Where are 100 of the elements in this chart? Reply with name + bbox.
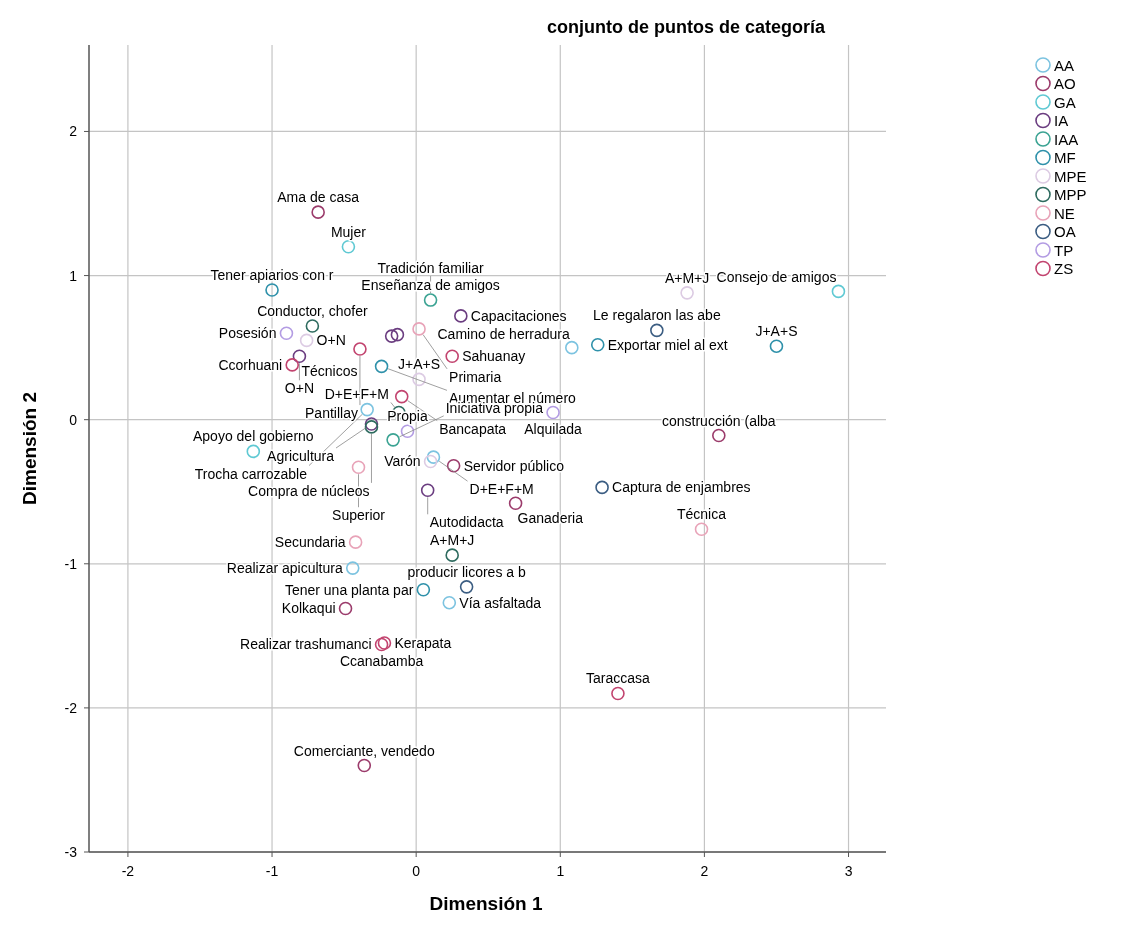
point bbox=[299, 333, 314, 348]
legend-label: AO bbox=[1054, 75, 1076, 92]
point bbox=[351, 460, 366, 475]
point bbox=[412, 322, 426, 336]
annotation: Primaria bbox=[449, 368, 502, 385]
point bbox=[246, 444, 261, 459]
annotation: Servidor público bbox=[463, 457, 565, 474]
annotation: Ganaderia bbox=[517, 510, 584, 527]
point bbox=[445, 349, 459, 364]
legend-label: IAA bbox=[1054, 130, 1079, 148]
annotation: Técnica bbox=[677, 506, 727, 523]
y-tick-label: -3 bbox=[64, 844, 78, 860]
point bbox=[423, 293, 438, 307]
annotation: Tener una planta par bbox=[284, 581, 414, 598]
annotation: Conductor, chofer bbox=[257, 303, 368, 320]
point bbox=[292, 349, 307, 364]
y-tick-label: 1 bbox=[69, 267, 78, 284]
annotation: Pantillay bbox=[305, 405, 358, 422]
point bbox=[712, 428, 726, 443]
legend-label: TP bbox=[1054, 241, 1074, 259]
point bbox=[412, 372, 426, 387]
annotation: Propia bbox=[387, 408, 428, 425]
annotation: Secundaria bbox=[274, 534, 346, 551]
annotation: Trocha carrozable bbox=[194, 465, 308, 482]
point bbox=[694, 522, 709, 536]
point bbox=[680, 286, 694, 300]
annotation: Exportar miel al ext bbox=[607, 336, 728, 353]
x-tick-label: 2 bbox=[700, 863, 709, 879]
point bbox=[390, 327, 405, 342]
annotation: Kerapata bbox=[394, 635, 452, 652]
annotation: O+N bbox=[284, 380, 315, 397]
point bbox=[426, 450, 441, 464]
y-tick-label: -1 bbox=[64, 555, 78, 572]
point bbox=[595, 480, 609, 495]
y-tick-label: 0 bbox=[69, 411, 78, 428]
point bbox=[400, 424, 415, 439]
annotation: Posesión bbox=[218, 325, 277, 342]
point bbox=[305, 319, 320, 333]
annotation: Realizar apicultura bbox=[226, 560, 343, 577]
point bbox=[831, 284, 846, 299]
annotation: Alquilada bbox=[524, 421, 583, 438]
point bbox=[338, 601, 353, 616]
legend-label: IA bbox=[1054, 112, 1069, 129]
y-tick-label: 2 bbox=[69, 123, 78, 140]
annotation: Consejo de amigos bbox=[716, 269, 837, 286]
point bbox=[769, 339, 784, 353]
annotation: D+E+F+M bbox=[324, 386, 389, 403]
annotation: Captura de enjambres bbox=[612, 479, 751, 496]
point bbox=[265, 283, 279, 297]
x-tick-label: 3 bbox=[844, 863, 853, 879]
annotation: A+M+J bbox=[664, 269, 710, 286]
annotation: Kolkaqui bbox=[281, 600, 336, 617]
annotation: Compra de núcleos bbox=[248, 482, 370, 499]
annotation: J+A+S bbox=[755, 323, 798, 340]
x-tick-label: -2 bbox=[121, 863, 135, 879]
annotation: J+A+S bbox=[398, 356, 441, 373]
annotation: Superior bbox=[332, 507, 386, 524]
point bbox=[423, 454, 438, 469]
annotation: Camino de herradura bbox=[437, 325, 571, 342]
legend-label: GA bbox=[1054, 93, 1076, 111]
legend-label: AA bbox=[1054, 56, 1075, 74]
annotation: Tener apiarios con r bbox=[210, 266, 334, 283]
legend-label: MPE bbox=[1054, 167, 1087, 185]
point bbox=[360, 402, 374, 417]
annotation: Ama de casa bbox=[277, 189, 360, 206]
annotation: producir licores a b bbox=[407, 563, 526, 580]
point bbox=[611, 686, 625, 701]
annotation: Vía asfaltada bbox=[459, 594, 542, 611]
point bbox=[454, 309, 468, 323]
point bbox=[565, 340, 579, 355]
legend-label: NE bbox=[1054, 204, 1075, 222]
y-axis-title: Dimensión 2 bbox=[19, 392, 40, 505]
point bbox=[311, 205, 325, 219]
annotation: Ccorhuani bbox=[218, 356, 283, 373]
legend-label: OA bbox=[1054, 223, 1076, 240]
point bbox=[386, 433, 400, 447]
annotation: Autodidacta bbox=[429, 514, 504, 531]
annotation: Capacitaciones bbox=[470, 307, 567, 324]
point bbox=[348, 535, 363, 549]
point bbox=[446, 458, 461, 473]
annotation: Agricultura bbox=[267, 448, 335, 464]
point bbox=[445, 548, 459, 562]
annotation: construcción (alba bbox=[662, 412, 776, 429]
x-tick-label: 0 bbox=[412, 863, 421, 879]
annotation: Ccanabamba bbox=[339, 653, 424, 670]
legend-label: MF bbox=[1054, 149, 1076, 166]
annotation: Le regalaron las abe bbox=[593, 307, 721, 324]
point bbox=[345, 561, 360, 575]
point bbox=[384, 329, 399, 343]
annotation: Sahuanay bbox=[462, 348, 526, 365]
legend-label: ZS bbox=[1054, 260, 1074, 277]
annotation: O+N bbox=[316, 332, 346, 349]
x-tick-label: 1 bbox=[556, 863, 565, 879]
x-axis-title: Dimensión 1 bbox=[429, 893, 543, 914]
point bbox=[420, 483, 435, 498]
point bbox=[285, 358, 300, 372]
point bbox=[416, 582, 431, 597]
annotation: Técnicos bbox=[301, 363, 358, 380]
point bbox=[590, 337, 605, 352]
point bbox=[353, 342, 367, 356]
